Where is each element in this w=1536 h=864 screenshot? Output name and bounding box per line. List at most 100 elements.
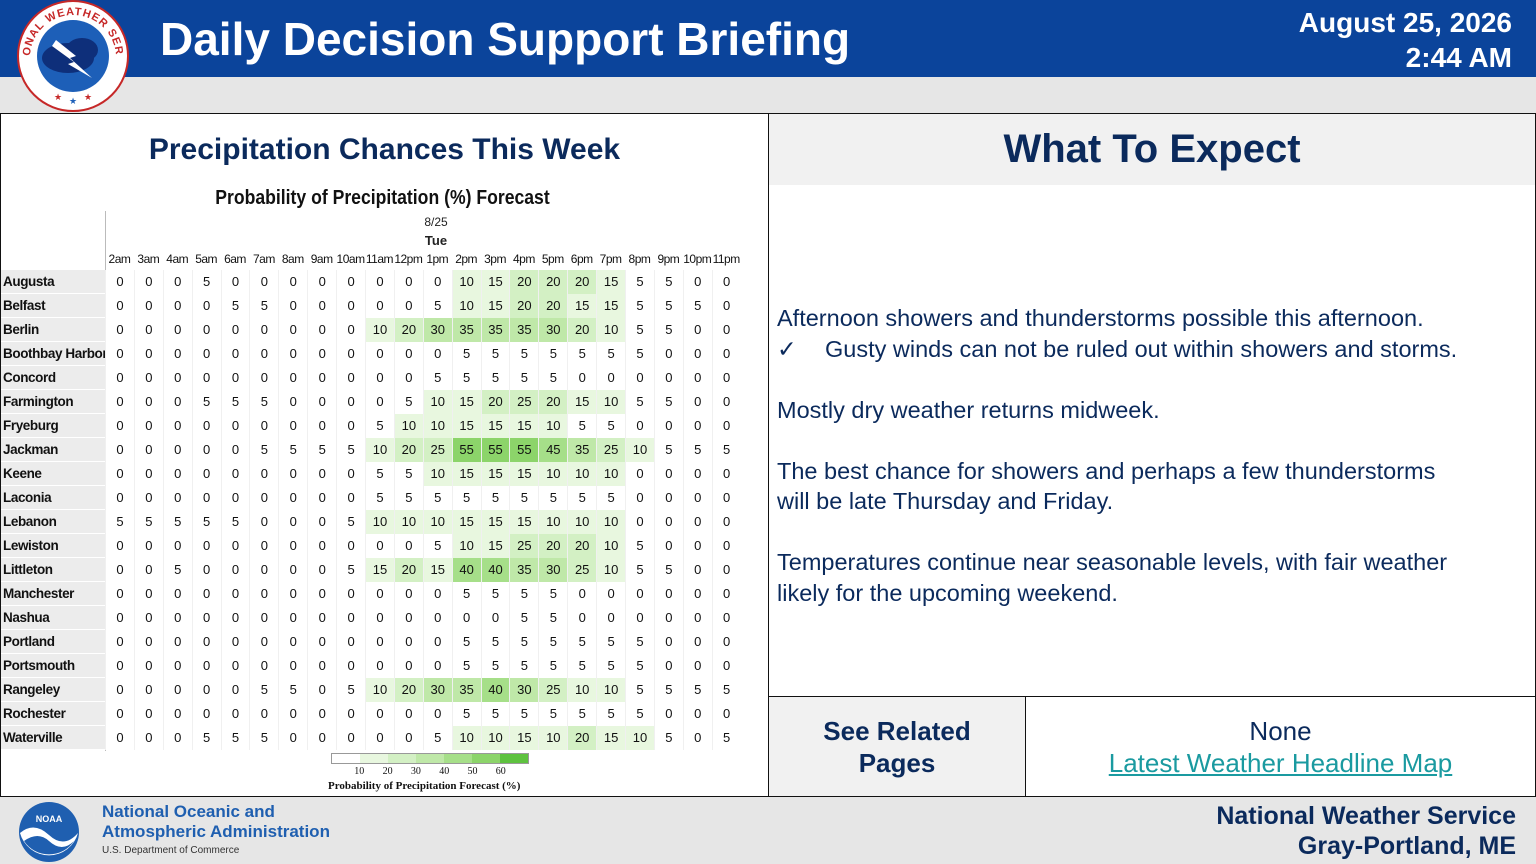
pop-cell: 0: [682, 318, 712, 342]
pop-cell: 20: [538, 294, 568, 318]
pop-cell: 5: [509, 582, 539, 606]
pop-cell: 0: [105, 270, 134, 294]
pop-cell: 0: [365, 270, 394, 294]
pop-cell: 0: [365, 630, 394, 654]
pop-cell: 0: [249, 606, 279, 630]
pop-cell: 0: [682, 366, 712, 390]
pop-cell: 5: [538, 606, 568, 630]
pop-cell: 10: [596, 390, 626, 414]
pop-cell: 0: [365, 294, 394, 318]
location-name: Manchester: [1, 582, 105, 606]
pop-cell: 5: [509, 366, 539, 390]
pop-cell: 10: [365, 438, 394, 462]
table-row: Fryeburg 0 0 0 0 0 0 0 0 0 5 10 10 15 15 15 10 5 5 0 0 0 0: [1, 414, 741, 438]
pop-cell: 0: [133, 534, 163, 558]
pop-cell: 0: [567, 606, 597, 630]
pop-cell: 5: [682, 678, 712, 702]
table-row: Berlin 0 0 0 0 0 0 0 0 0 10 20 30 35 35 35 30 20 10 5 5 0 0: [1, 318, 741, 342]
pop-cell: 0: [336, 630, 366, 654]
chart-day: Tue: [424, 233, 448, 248]
pop-cell: 15: [451, 510, 481, 534]
pop-cell: 0: [682, 654, 712, 678]
table-row: Laconia 0 0 0 0 0 0 0 0 0 5 5 5 5 5 5 5 5 5 0 0 0 0: [1, 486, 741, 510]
pop-cell: 5: [191, 510, 221, 534]
pop-cell: 10: [538, 462, 568, 486]
pop-cell: 0: [278, 606, 308, 630]
pop-cell: 0: [220, 342, 250, 366]
pop-cell: 0: [278, 582, 308, 606]
pop-cell: 0: [336, 270, 366, 294]
hour-label: 10pm: [683, 252, 712, 266]
pop-cell: 0: [162, 318, 192, 342]
hour-label: 12pm: [394, 252, 423, 266]
pop-cell: 10: [567, 510, 597, 534]
pop-cell: 0: [307, 486, 337, 510]
hour-label: 9am: [310, 252, 333, 266]
pop-cell: 0: [278, 462, 308, 486]
pop-cell: 0: [162, 606, 192, 630]
pop-cell: 0: [249, 270, 279, 294]
pop-cell: 10: [422, 462, 452, 486]
pop-cell: 0: [278, 390, 308, 414]
pop-cell: 5: [682, 294, 712, 318]
location-name: Belfast: [1, 294, 105, 318]
table-row: Lewiston 0 0 0 0 0 0 0 0 0 0 0 5 10 15 25 20 20 10 5 0 0 0: [1, 534, 741, 558]
pop-cell: 0: [682, 486, 712, 510]
pop-cell: 0: [220, 630, 250, 654]
pop-cell: 10: [596, 558, 626, 582]
pop-cell: 5: [625, 630, 654, 654]
pop-cell: 0: [133, 390, 163, 414]
pop-cell: 5: [509, 342, 539, 366]
svg-text:★: ★: [69, 96, 77, 106]
legend-tick-label: 10: [354, 766, 365, 777]
headline-map-link[interactable]: Latest Weather Headline Map: [1108, 748, 1453, 778]
pop-cell: 0: [393, 366, 423, 390]
pop-cell: 30: [509, 678, 539, 702]
pop-cell: 25: [422, 438, 452, 462]
hour-label: 5pm: [541, 252, 564, 266]
pop-cell: 20: [538, 390, 568, 414]
pop-cell: 0: [105, 558, 134, 582]
pop-cell: 5: [653, 270, 683, 294]
pop-cell: 10: [596, 510, 626, 534]
pop-cell: 5: [336, 510, 366, 534]
pop-cell: 0: [220, 414, 250, 438]
pop-cell: 0: [278, 366, 308, 390]
pop-cell: 20: [567, 270, 597, 294]
pop-cell: 0: [625, 582, 654, 606]
hour-label: 1pm: [426, 252, 449, 266]
chart-date: 8/25: [424, 215, 448, 229]
expect-line: Mostly dry weather returns midweek.: [777, 396, 1160, 423]
pop-cell: 0: [625, 606, 654, 630]
pop-cell: 5: [133, 510, 163, 534]
pop-cell: 30: [538, 558, 568, 582]
location-name: Keene: [1, 462, 105, 486]
pop-cell: 0: [220, 534, 250, 558]
pop-cell: 0: [220, 270, 250, 294]
pop-cell: 0: [711, 582, 741, 606]
pop-cell: 0: [653, 534, 683, 558]
pop-cell: 0: [365, 390, 394, 414]
pop-cell: 0: [336, 582, 366, 606]
pop-cell: 0: [105, 366, 134, 390]
pop-cell: 20: [509, 294, 539, 318]
pop-cell: 0: [191, 606, 221, 630]
pop-cell: 0: [422, 630, 452, 654]
pop-cell: 5: [480, 486, 510, 510]
pop-cell: 10: [451, 294, 481, 318]
pop-cell: 0: [133, 438, 163, 462]
pop-cell: 0: [191, 534, 221, 558]
pop-cell: 0: [133, 678, 163, 702]
pop-cell: 0: [191, 654, 221, 678]
pop-cell: 5: [653, 678, 683, 702]
legend-swatch: [416, 754, 444, 763]
nws-logo-icon: NATIONAL WEATHER SERVICE ★ ★ ★: [12, 0, 129, 112]
pop-cell: 0: [653, 486, 683, 510]
related-pages-links: None Latest Weather Headline Map: [1025, 696, 1536, 797]
pop-cell: 0: [711, 654, 741, 678]
pop-cell: 0: [625, 486, 654, 510]
pop-cell: 5: [625, 270, 654, 294]
table-row: Portsmouth 0 0 0 0 0 0 0 0 0 0 0 0 5 5 5 5 5 5 5 0 0 0: [1, 654, 741, 678]
pop-cell: 10: [393, 414, 423, 438]
noaa-name: National Oceanic and Atmospheric Adminis…: [102, 802, 330, 842]
